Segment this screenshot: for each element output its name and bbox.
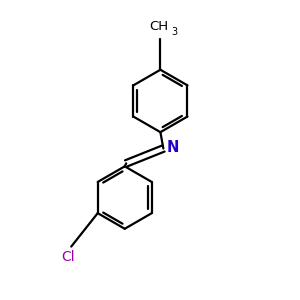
Text: Cl: Cl bbox=[61, 250, 75, 264]
Text: N: N bbox=[167, 140, 179, 155]
Text: 3: 3 bbox=[171, 27, 177, 38]
Text: CH: CH bbox=[149, 20, 169, 33]
